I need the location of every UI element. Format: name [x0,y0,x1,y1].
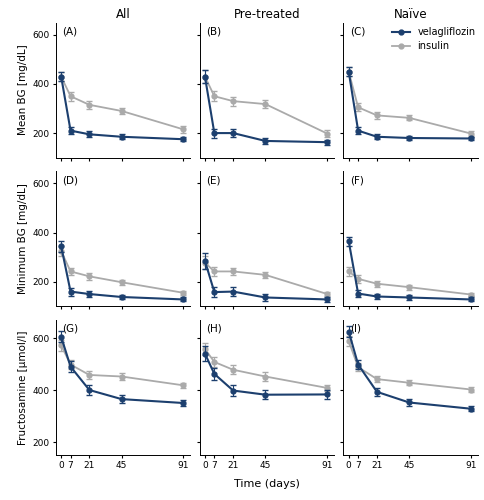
Text: (D): (D) [62,175,78,185]
Y-axis label: Fructosamine [µmol/l]: Fructosamine [µmol/l] [18,330,28,444]
Text: (C): (C) [349,26,364,36]
Title: Naïve: Naïve [393,8,426,22]
Title: Pre-treated: Pre-treated [233,8,300,22]
Text: (F): (F) [349,175,363,185]
Text: (A): (A) [62,26,77,36]
Text: (H): (H) [206,324,222,334]
Text: (I): (I) [349,324,360,334]
Text: (G): (G) [62,324,78,334]
Title: All: All [115,8,130,22]
Y-axis label: Mean BG [mg/dL]: Mean BG [mg/dL] [18,44,28,136]
Text: (B): (B) [206,26,221,36]
Text: Time (days): Time (days) [233,479,299,489]
Legend: velagliflozin, insulin: velagliflozin, insulin [392,28,475,52]
Text: (E): (E) [206,175,220,185]
Y-axis label: Minimum BG [mg/dL]: Minimum BG [mg/dL] [18,184,28,294]
